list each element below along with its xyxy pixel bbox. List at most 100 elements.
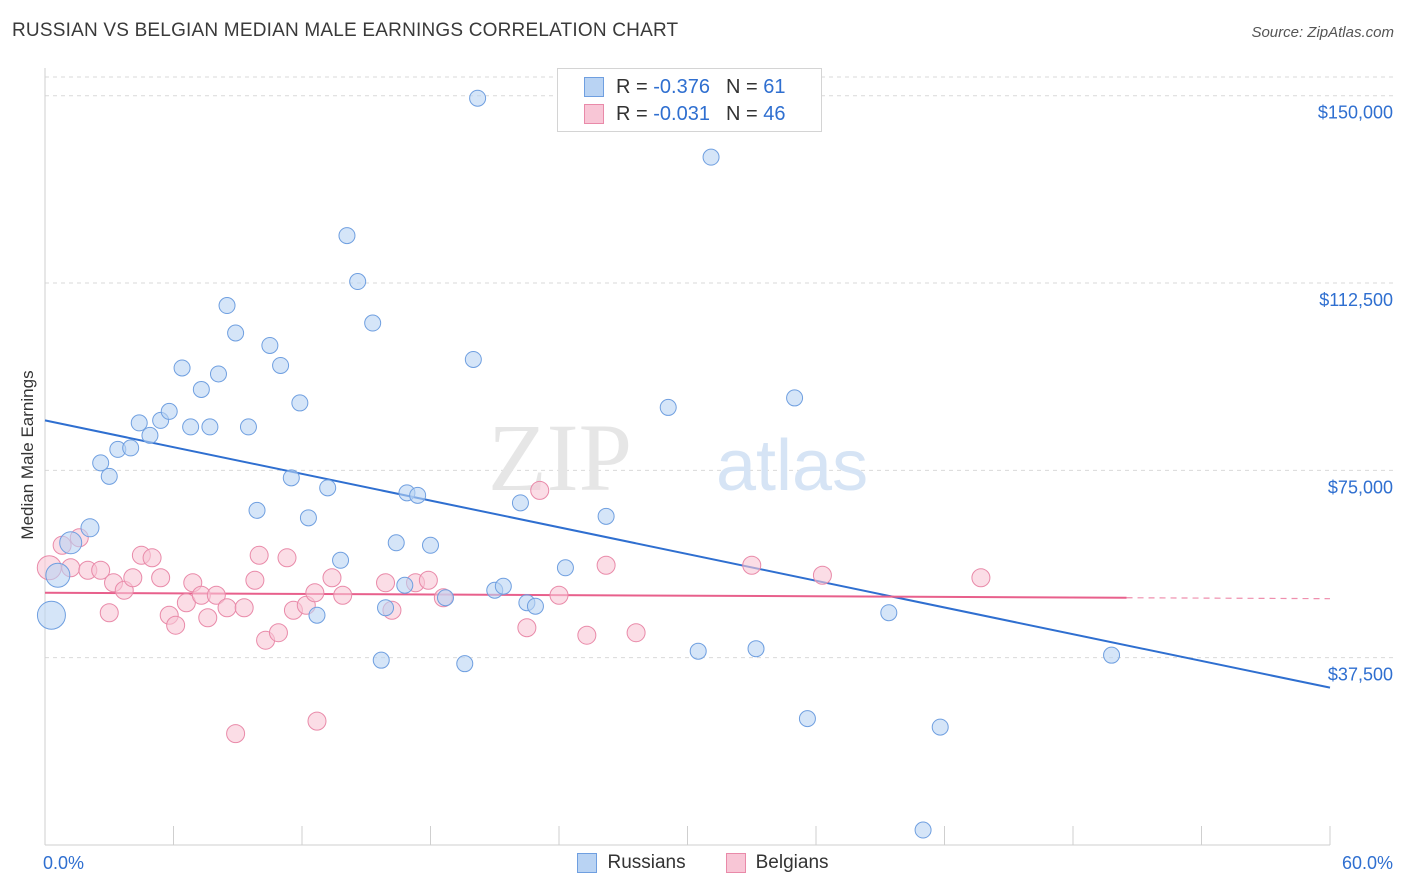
belgians-swatch <box>725 853 746 873</box>
russians-point <box>931 718 949 736</box>
belgians-point <box>249 545 269 565</box>
russians-point <box>349 273 367 291</box>
n-value: 61 <box>763 75 786 98</box>
belgians-point <box>596 555 616 575</box>
legend-row-belgians: R = -0.031 N = 46 <box>584 102 785 126</box>
n-label: N = <box>725 75 758 98</box>
watermark: ZIP atlas <box>488 404 868 511</box>
russians-point <box>469 89 487 107</box>
belgians-point <box>142 548 162 568</box>
russians-point <box>332 551 350 569</box>
belgians-point <box>176 593 196 613</box>
russians-point <box>659 398 677 416</box>
russians-point <box>319 479 337 497</box>
y-tick-label: $75,000 <box>1328 477 1393 497</box>
russians-point <box>182 418 200 436</box>
russians-point <box>141 426 159 444</box>
belgians-point <box>971 568 991 588</box>
russians-point <box>36 600 66 630</box>
n-value: 46 <box>763 102 786 125</box>
data-points <box>36 89 1121 839</box>
belgians-point <box>549 585 569 605</box>
russians-point <box>59 531 83 555</box>
x-tick-label: 60.0% <box>1342 853 1393 873</box>
belgians-point <box>812 565 832 585</box>
russians-point <box>218 297 236 315</box>
russians-point <box>747 640 765 658</box>
russians-point <box>387 534 405 552</box>
russians-point <box>556 559 574 577</box>
trend-lines <box>44 419 1331 689</box>
belgians-point <box>322 568 342 588</box>
russians-point <box>1103 646 1121 664</box>
russians-point <box>201 418 219 436</box>
r-value: -0.031 <box>653 102 710 125</box>
n-label: N = <box>725 102 758 125</box>
russians-point <box>464 350 482 368</box>
r-label: R = <box>616 102 648 125</box>
legend-label-belgians: Belgians <box>755 852 829 873</box>
russians-point <box>45 562 71 588</box>
russians-point <box>130 414 148 432</box>
russians-swatch <box>584 77 604 97</box>
legend-item-russians[interactable]: Russians <box>577 852 686 874</box>
russians-point <box>338 227 356 245</box>
tick-labels: $37,500 $75,000 $112,500 $150,000 0.0% 60.0% <box>43 103 1393 873</box>
russians-point <box>396 576 414 594</box>
chart-title: RUSSIAN VS BELGIAN MEDIAN MALE EARNINGS … <box>12 20 679 41</box>
belgians-point <box>268 623 288 643</box>
russians-point <box>160 402 178 420</box>
russians-point <box>914 821 932 839</box>
y-tick-label: $37,500 <box>1328 665 1393 685</box>
russians-point <box>364 314 382 332</box>
russians-point <box>239 418 257 436</box>
russians-point <box>261 336 279 354</box>
russians-point <box>372 651 390 669</box>
axes <box>44 68 1331 846</box>
russians-point <box>880 604 898 622</box>
series-legend: Russians Belgians <box>0 852 1406 874</box>
belgians-point <box>742 555 762 575</box>
russians-point <box>597 507 615 525</box>
russians-point <box>308 606 326 624</box>
russians-trend-line <box>44 419 1331 689</box>
russians-point <box>100 467 118 485</box>
russians-point <box>80 518 100 538</box>
russians-point <box>92 454 110 472</box>
russians-point <box>422 536 439 554</box>
belgians-point <box>530 480 550 500</box>
belgians-point <box>226 724 246 744</box>
belgians-point <box>307 711 327 731</box>
belgians-point <box>626 623 646 643</box>
russians-point <box>702 148 720 166</box>
watermark-atlas: atlas <box>716 426 868 506</box>
belgians-point <box>91 560 111 580</box>
russians-point <box>409 486 427 504</box>
belgians-point <box>305 583 325 603</box>
belgians-point <box>245 570 265 590</box>
belgians-point <box>151 568 171 588</box>
russians-point <box>227 324 245 342</box>
legend-item-belgians[interactable]: Belgians <box>725 852 829 874</box>
russians-point <box>526 597 544 615</box>
russians-point <box>786 389 804 407</box>
russians-point <box>291 394 309 412</box>
belgians-point <box>418 570 438 590</box>
russians-point <box>122 439 140 457</box>
russians-point <box>209 365 227 383</box>
russians-point <box>377 599 395 617</box>
y-tick-label: $112,500 <box>1319 290 1393 310</box>
legend-label-russians: Russians <box>607 852 686 873</box>
r-label: R = <box>616 75 648 98</box>
belgians-trend-extension <box>1126 597 1331 600</box>
belgians-point <box>123 568 143 588</box>
russians-point <box>798 710 816 728</box>
belgians-point <box>217 598 237 618</box>
belgians-point <box>333 585 353 605</box>
y-tick-label: $150,000 <box>1318 103 1393 123</box>
russians-point <box>689 642 707 660</box>
belgians-swatch <box>584 104 604 124</box>
r-value: -0.376 <box>653 75 710 98</box>
russians-point <box>436 589 454 607</box>
